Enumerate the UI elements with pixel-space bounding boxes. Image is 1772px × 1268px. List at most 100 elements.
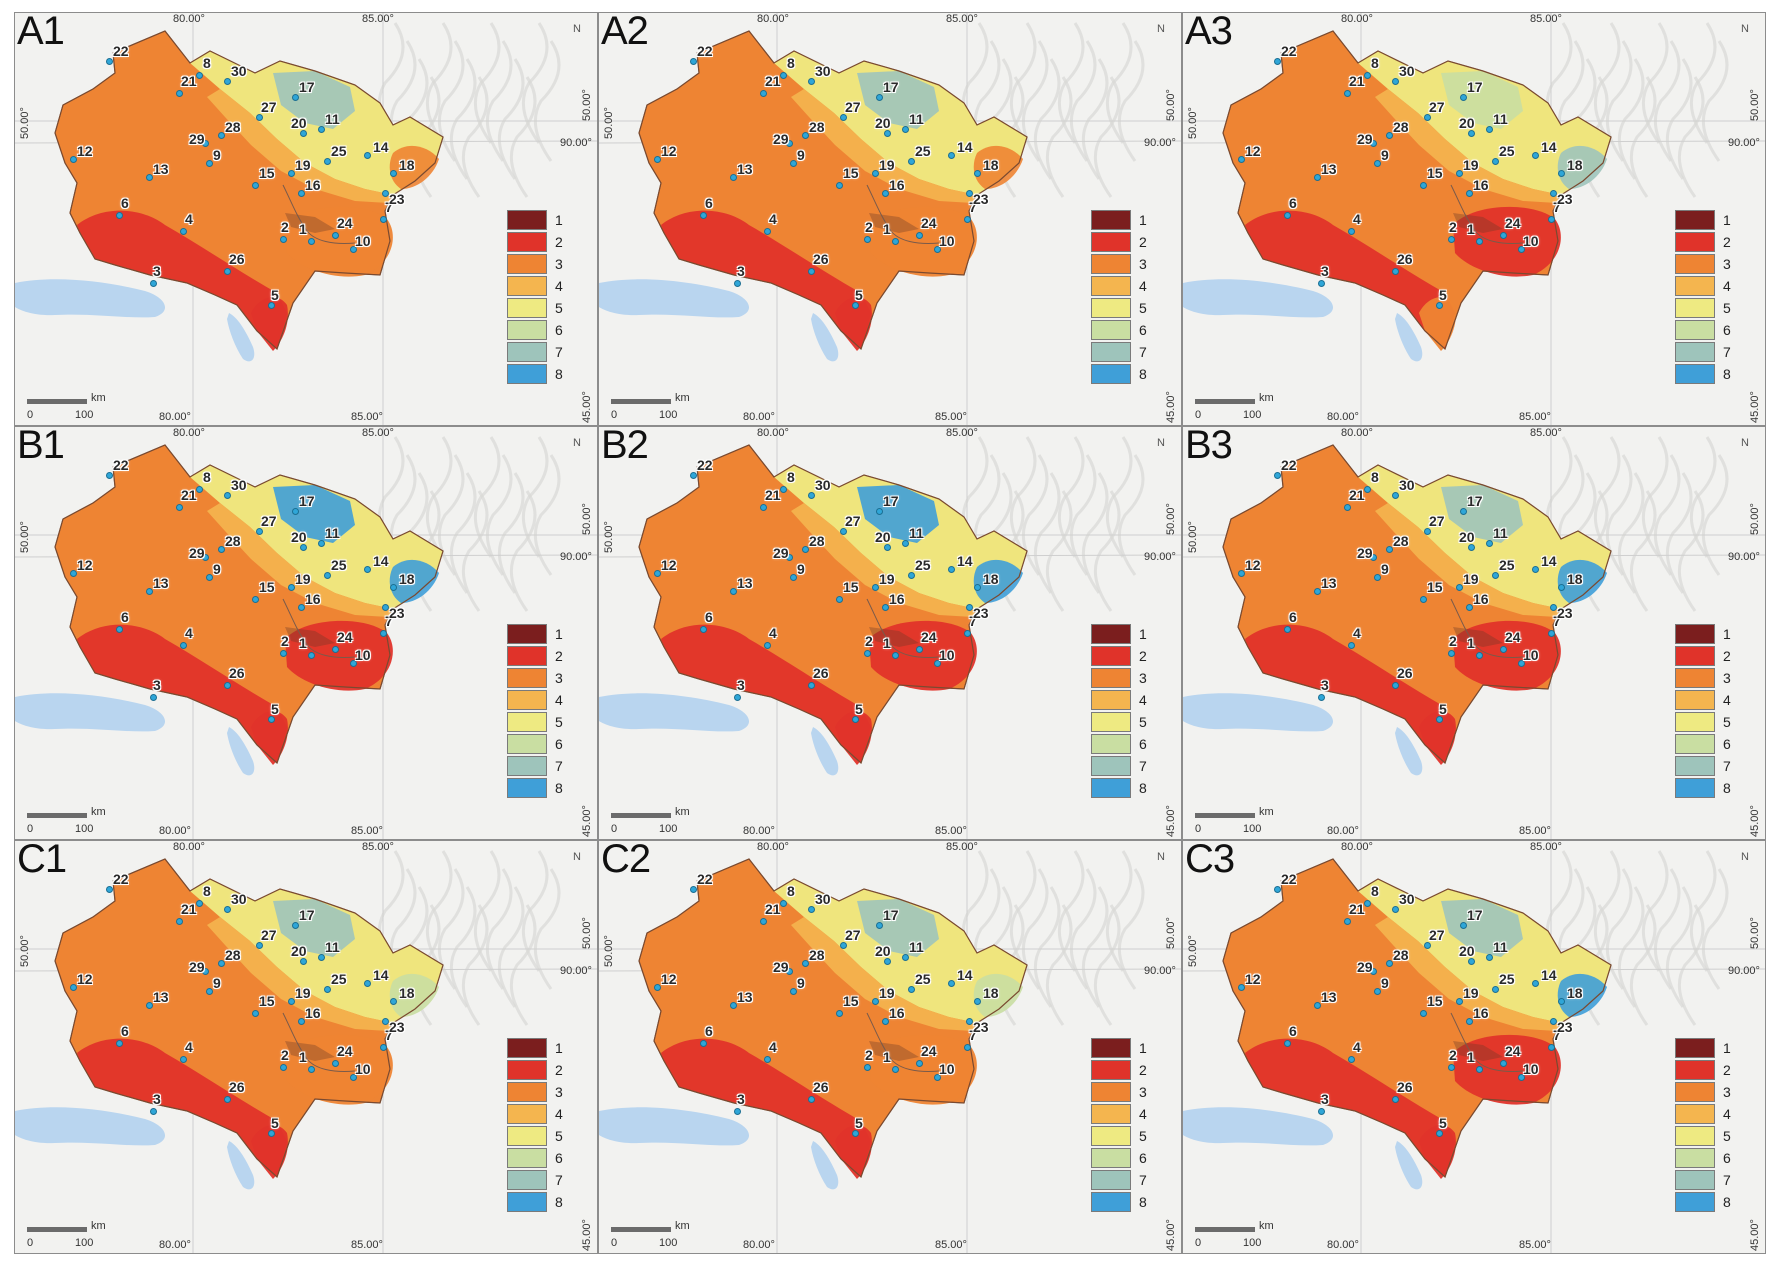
- lake-alakol: [1395, 727, 1423, 776]
- station-marker: [224, 492, 231, 499]
- map-panel-a3: 1 2 3 4 5 6 7 8 9 10 11 12 13 14 15 16 17 18 19 20 21 22 23 24 2…: [1182, 12, 1766, 426]
- lon-85-top-label: 85.00°: [946, 841, 978, 853]
- station-marker: [1420, 1010, 1427, 1017]
- station-marker: [176, 918, 183, 925]
- station-marker: [916, 232, 923, 239]
- relief-ridge: [1617, 472, 1645, 594]
- legend-item: 4: [1091, 275, 1171, 297]
- lake-balkhash: [599, 279, 750, 318]
- station-marker: [380, 630, 387, 637]
- north-core-zone: [1441, 71, 1523, 129]
- legend-swatch: [507, 778, 547, 798]
- station-label: 26: [813, 665, 829, 681]
- scale-hundred-label: 100: [659, 1237, 678, 1249]
- station-label: 10: [939, 647, 955, 663]
- station-marker: [864, 650, 871, 657]
- map-canvas: [1183, 841, 1765, 1253]
- station-marker: [288, 584, 295, 591]
- legend-swatch: [507, 1038, 547, 1058]
- legend-swatch: [1091, 254, 1131, 274]
- relief-ridge: [1105, 436, 1133, 558]
- station-label: 19: [879, 157, 895, 173]
- lat-50-left-label: 50.00°: [1187, 521, 1199, 553]
- legend-item: 2: [507, 1059, 587, 1081]
- station-marker: [268, 1130, 275, 1137]
- station-marker: [836, 596, 843, 603]
- station-marker: [808, 1096, 815, 1103]
- east-patch-zone: [389, 145, 439, 189]
- station-label: 12: [1245, 971, 1261, 987]
- station-marker: [934, 1074, 941, 1081]
- lat-45-right-label: 45.00°: [1749, 1219, 1761, 1251]
- legend: 1 2 3 4 5 6 7 8: [507, 1037, 587, 1213]
- relief-ridge: [521, 850, 549, 972]
- station-marker: [764, 642, 771, 649]
- relief-ridge: [425, 436, 453, 558]
- legend-swatch: [1675, 690, 1715, 710]
- station-marker: [808, 492, 815, 499]
- legend-item: 8: [1091, 1191, 1171, 1213]
- station-label: 7: [1553, 1027, 1561, 1043]
- panel-label: B1: [17, 426, 65, 467]
- station-label: 18: [1567, 157, 1583, 173]
- lat-50-right-label: 50.00°: [1165, 917, 1177, 949]
- hillshade-patch: [1453, 213, 1503, 233]
- scale-bar: [1195, 813, 1255, 818]
- scale-zero-label: 0: [611, 823, 618, 835]
- station-label: 5: [1439, 287, 1447, 303]
- legend-label: 2: [1139, 234, 1147, 250]
- lake-alakol: [811, 313, 839, 362]
- legend-item: 5: [1091, 711, 1171, 733]
- legend-swatch: [1675, 210, 1715, 230]
- station-label: 2: [865, 219, 873, 235]
- station-marker: [350, 1074, 357, 1081]
- station-marker: [364, 980, 371, 987]
- station-label: 24: [337, 1043, 353, 1059]
- legend: 1 2 3 4 5 6 7 8: [1675, 623, 1755, 799]
- station-marker: [70, 570, 77, 577]
- station-marker: [1548, 1044, 1555, 1051]
- station-marker: [364, 152, 371, 159]
- station-marker: [1476, 652, 1483, 659]
- legend-swatch: [1091, 1082, 1131, 1102]
- relief-ridge: [1081, 886, 1109, 1008]
- station-label: 23: [389, 1019, 405, 1035]
- legend-swatch: [507, 1170, 547, 1190]
- station-marker: [202, 554, 209, 561]
- station-label: 14: [1541, 553, 1557, 569]
- station-label: 19: [879, 571, 895, 587]
- station-marker: [1424, 114, 1431, 121]
- station-label: 26: [1397, 1079, 1413, 1095]
- station-marker: [730, 1002, 737, 1009]
- legend-swatch: [507, 364, 547, 384]
- lon-90-right-label: 90.00°: [1144, 137, 1176, 149]
- legend-swatch: [507, 276, 547, 296]
- station-label: 19: [1463, 571, 1479, 587]
- station-marker: [974, 998, 981, 1005]
- scale-bar: [27, 1227, 87, 1232]
- station-label: 10: [1523, 1061, 1539, 1077]
- station-label: 8: [203, 55, 211, 71]
- station-marker: [884, 130, 891, 137]
- legend-label: 6: [1723, 322, 1731, 338]
- lon-80-bottom-label: 80.00°: [159, 825, 191, 837]
- legend-swatch: [1091, 734, 1131, 754]
- station-label: 9: [1381, 147, 1389, 163]
- station-label: 28: [1393, 533, 1409, 549]
- station-marker: [1344, 90, 1351, 97]
- station-label: 15: [1427, 579, 1443, 595]
- relief-ridge: [1617, 58, 1645, 180]
- legend-swatch: [1675, 1082, 1715, 1102]
- scale-zero-label: 0: [1195, 1237, 1202, 1249]
- legend-label: 7: [1723, 758, 1731, 774]
- legend-swatch: [1091, 1192, 1131, 1212]
- lon-80-bottom-label: 80.00°: [743, 411, 775, 423]
- legend-item: 8: [1675, 1191, 1755, 1213]
- station-label: 10: [939, 1061, 955, 1077]
- station-label: 11: [909, 111, 924, 127]
- legend-swatch: [1091, 646, 1131, 666]
- legend-swatch: [1675, 646, 1715, 666]
- station-marker: [380, 216, 387, 223]
- legend-item: 1: [1091, 623, 1171, 645]
- legend-swatch: [1675, 778, 1715, 798]
